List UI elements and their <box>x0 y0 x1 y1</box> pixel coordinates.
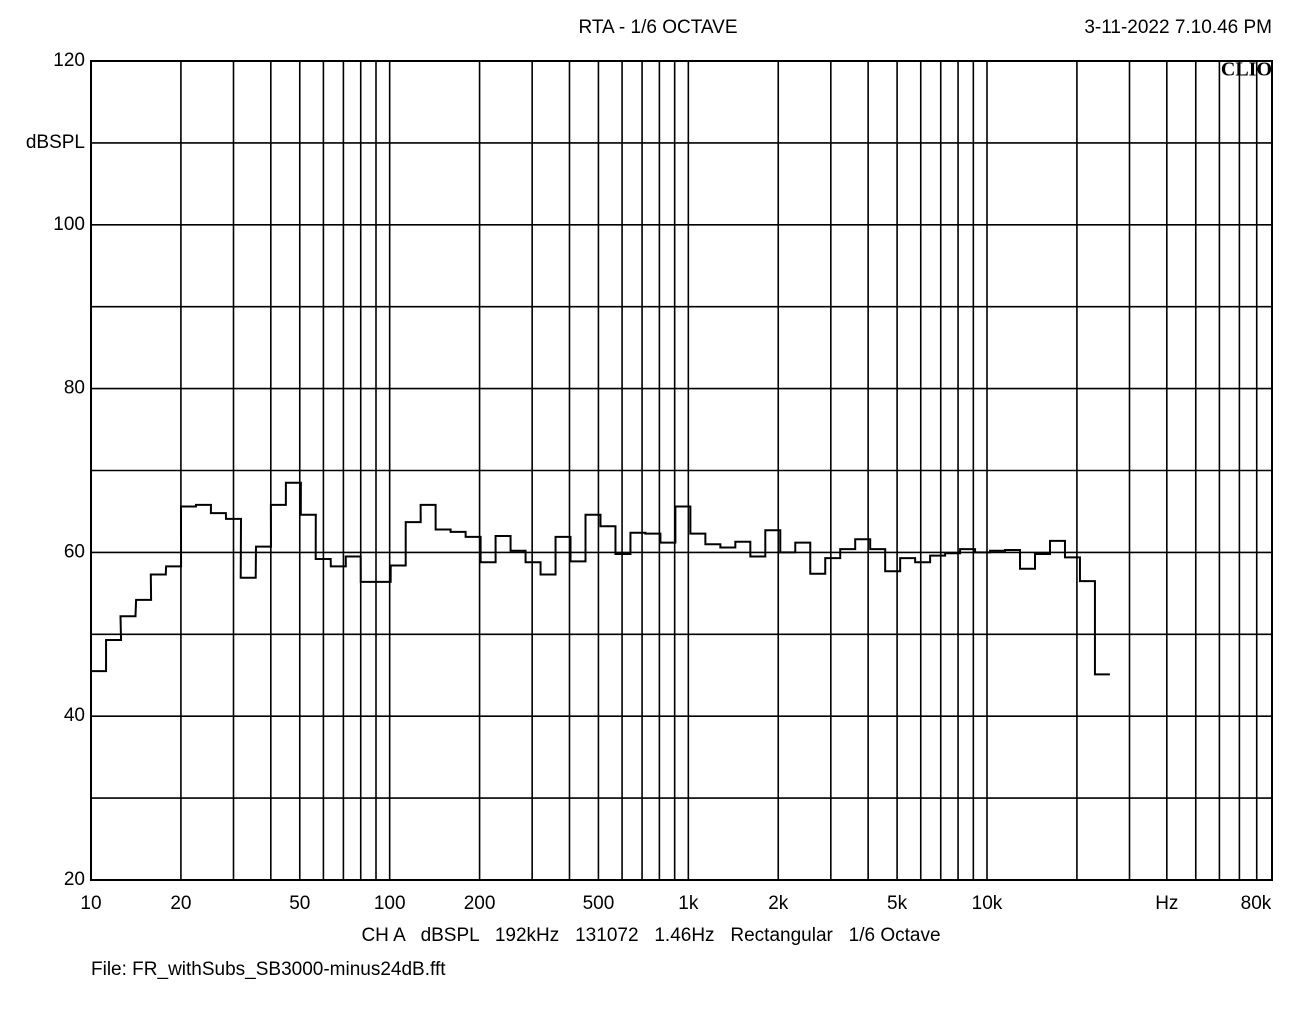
x-tick-label: 80k <box>1241 893 1272 914</box>
x-tick-label: 200 <box>464 893 496 914</box>
footer: CH A dBSPL 192kHz 131072 1.46Hz Rectangu… <box>361 925 940 946</box>
x-tick-label: Hz <box>1155 893 1178 914</box>
x-tick-label: 5k <box>887 893 908 914</box>
y-axis-label: dBSPL <box>26 132 85 153</box>
x-tick-label: 2k <box>768 893 789 914</box>
file-name: File: FR_withSubs_SB3000-minus24dB.fft <box>91 959 446 980</box>
y-tick-label: 60 <box>64 541 85 562</box>
y-tick-label: 100 <box>53 214 85 235</box>
x-tick-label: 10 <box>80 893 101 914</box>
plot-frame <box>90 60 1273 881</box>
timestamp: 3-11-2022 7.10.46 PM <box>1084 17 1272 38</box>
x-tick-label: 1k <box>678 893 699 914</box>
x-tick-label: 20 <box>170 893 191 914</box>
x-tick-label: 500 <box>583 893 615 914</box>
y-tick-label: 40 <box>64 705 85 726</box>
y-tick-label: 80 <box>64 378 85 399</box>
x-tick-label: 10k <box>972 893 1003 914</box>
x-tick-label: 100 <box>374 893 406 914</box>
chart-title: RTA - 1/6 OCTAVE <box>578 17 737 38</box>
logo: CLIO <box>1221 59 1272 81</box>
spectrum-line <box>91 481 1110 676</box>
x-tick-label: 50 <box>289 893 310 914</box>
y-tick-label: 20 <box>64 869 85 890</box>
y-tick-label: 120 <box>53 50 85 71</box>
